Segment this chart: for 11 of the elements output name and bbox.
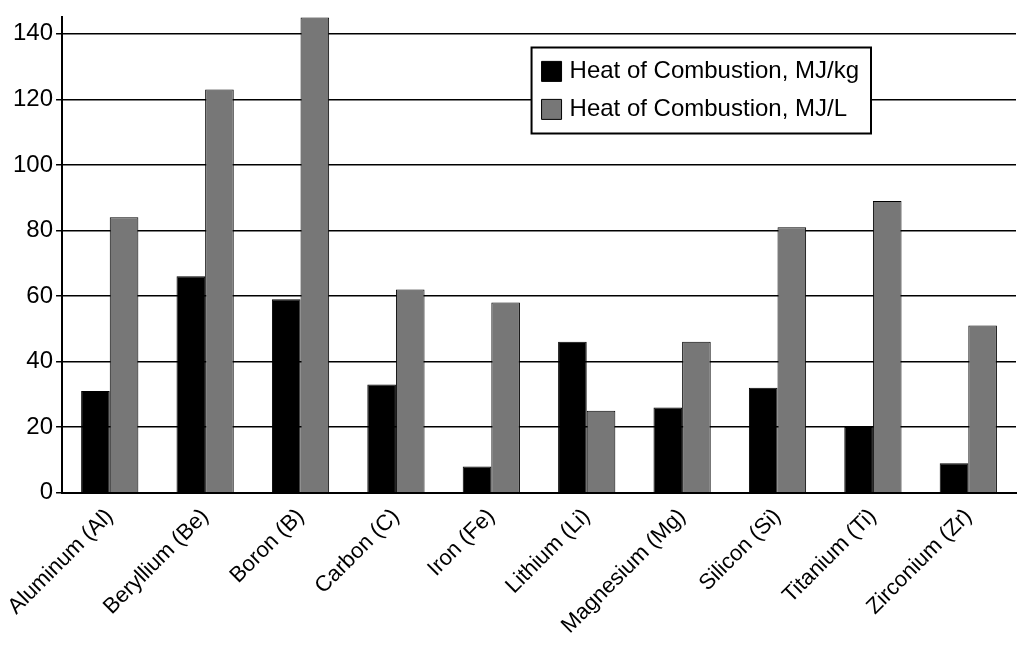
legend-label: Heat of Combustion, MJ/L [569, 94, 847, 122]
y-tick-label: 80 [26, 215, 54, 243]
x-tick-label: Iron (Fe) [421, 503, 500, 581]
y-tick-label: 40 [26, 346, 54, 374]
y-tick-label: 120 [13, 83, 54, 111]
y-tick-label: 60 [26, 280, 54, 308]
y-tick-label: 100 [13, 149, 54, 177]
y-tick-label: 0 [39, 477, 54, 505]
legend-label: Heat of Combustion, MJ/kg [569, 56, 859, 84]
y-tick-label: 140 [13, 18, 54, 46]
y-tick-label: 20 [26, 411, 54, 439]
